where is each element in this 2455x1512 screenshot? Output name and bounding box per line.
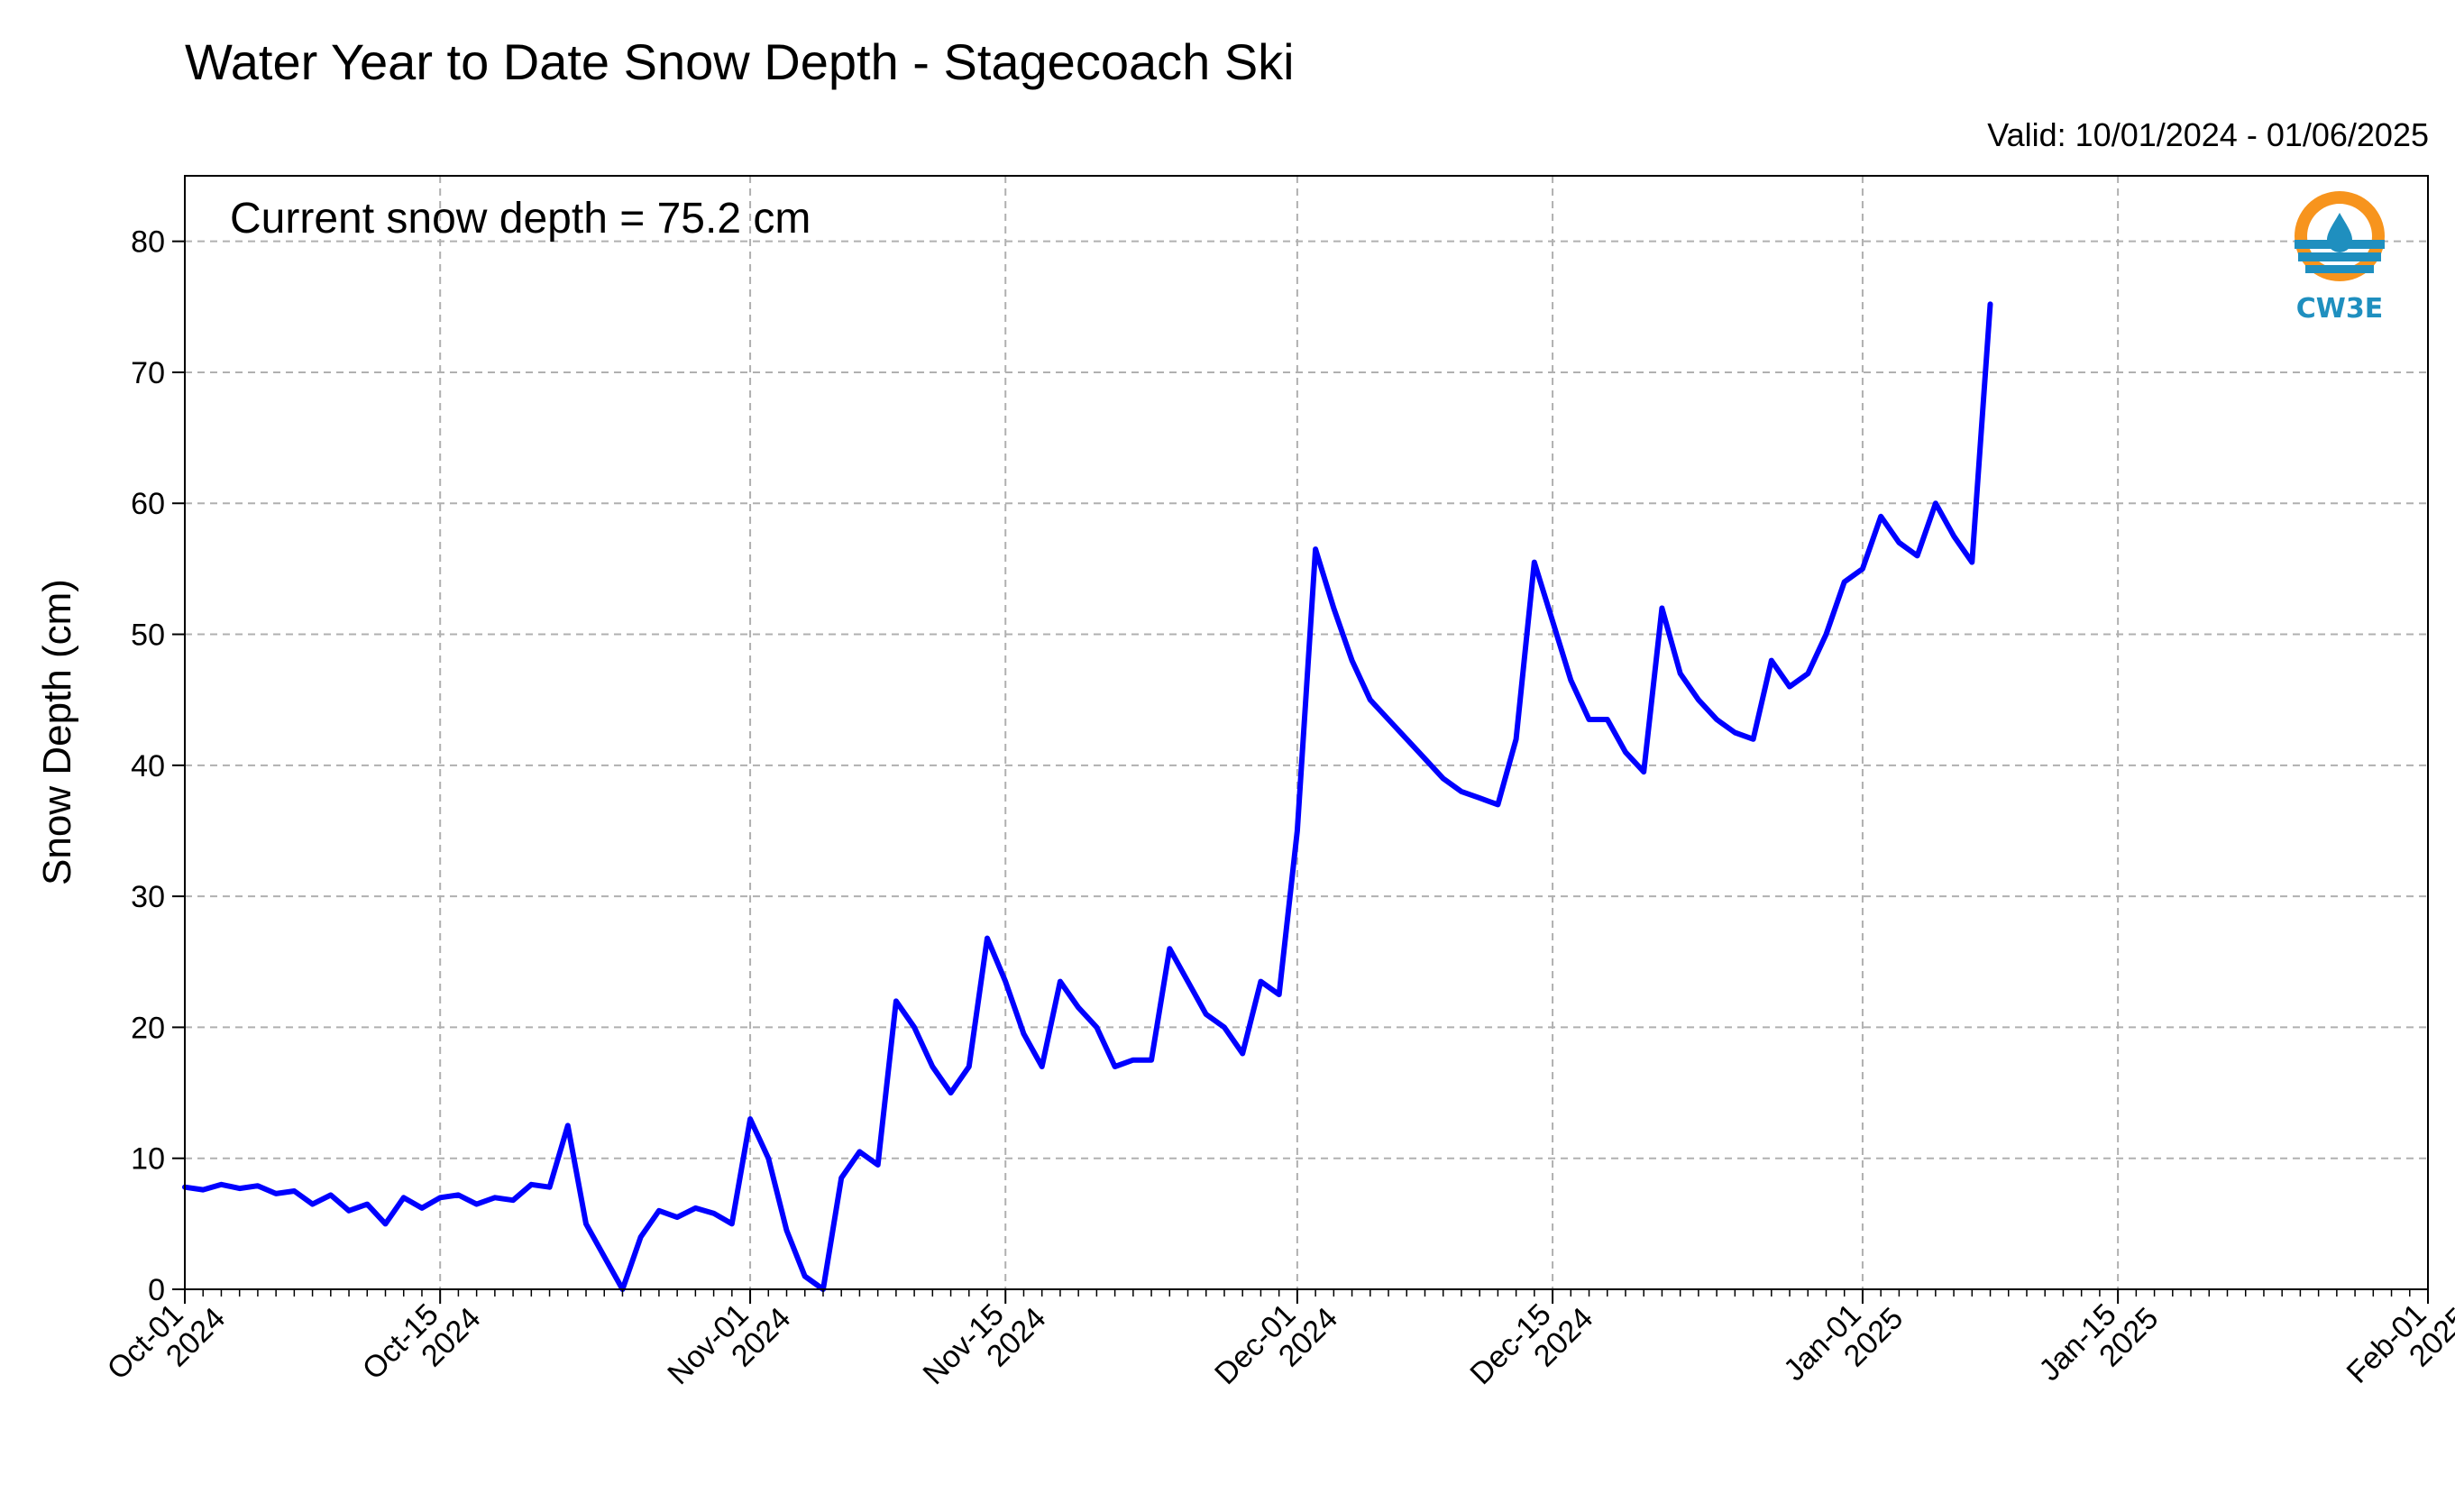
water-drop-icon (2327, 213, 2352, 252)
snow-depth-line (182, 301, 1993, 1292)
cw3e-logo: CW3E (2295, 191, 2385, 325)
y-tick-label: 40 (131, 749, 165, 783)
current-depth-annotation: Current snow depth = 75.2 cm (230, 195, 811, 243)
chart-title: Water Year to Date Snow Depth - Stagecoa… (185, 33, 1295, 90)
y-tick-label: 30 (131, 880, 165, 914)
y-tick-label: 20 (131, 1011, 165, 1045)
series-layer (182, 301, 1993, 1292)
y-axis: 0 10 20 30 40 50 60 70 80 (131, 225, 185, 1307)
logo-wave-2 (2298, 252, 2381, 261)
y-tick-label: 60 (131, 487, 165, 521)
logo-wave-3 (2305, 265, 2374, 273)
valid-range-label: Valid: 10/01/2024 - 01/06/2025 (1987, 116, 2429, 153)
y-tick-label: 80 (131, 225, 165, 260)
grid (185, 176, 2428, 1289)
y-tick-label: 10 (131, 1142, 165, 1177)
y-axis-label: Snow Depth (cm) (35, 579, 79, 885)
y-tick-label: 50 (131, 619, 165, 653)
y-tick-label: 0 (148, 1273, 165, 1307)
logo-text: CW3E (2296, 293, 2383, 325)
y-tick-label: 70 (131, 356, 165, 390)
plot-frame (184, 175, 2429, 1290)
